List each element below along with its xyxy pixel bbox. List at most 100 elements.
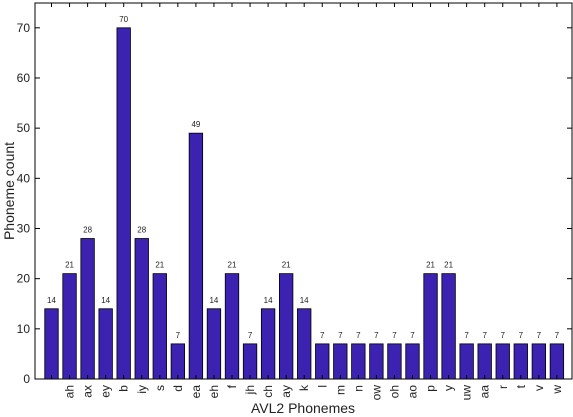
x-axis: ah ax ey b iy s d ea eh f jh ch ay k l m n ow oh ao p y uw aa r t… (51, 3, 564, 401)
bar (459, 343, 474, 380)
x-tick-label: ow (369, 385, 383, 401)
bar-value-label: 7 (519, 331, 524, 340)
bar (369, 343, 384, 380)
bar (116, 27, 131, 380)
bar-value-label: 21 (282, 261, 291, 270)
x-tick-label: ao (406, 385, 420, 399)
bar (62, 273, 77, 380)
bars (44, 27, 565, 380)
bar (513, 343, 528, 380)
x-tick-label: l (315, 385, 329, 388)
y-tick-label: 60 (17, 71, 31, 85)
x-tick-label: jh (243, 385, 257, 395)
y-axis: 0 10 20 30 40 50 60 70 (17, 21, 572, 386)
bar-value-label: 14 (47, 296, 56, 305)
y-tick-label: 50 (17, 121, 31, 135)
bar (260, 308, 276, 380)
y-tick-label: 10 (17, 322, 31, 336)
bar-value-label: 14 (209, 296, 218, 305)
bar-value-label: 7 (410, 331, 415, 340)
x-tick-label: ay (279, 385, 293, 398)
bar (80, 238, 95, 380)
bar (477, 343, 492, 380)
bar (441, 273, 456, 380)
x-tick-label: r (496, 385, 510, 389)
y-tick-label: 40 (17, 171, 31, 185)
bar-value-label: 21 (155, 261, 164, 270)
bar-value-label: 7 (555, 331, 560, 340)
x-tick-label: f (225, 384, 239, 388)
x-tick-label: uw (460, 385, 474, 401)
bar-value-label: 7 (338, 331, 343, 340)
bar (44, 308, 59, 380)
bar-value-label: 7 (464, 331, 469, 340)
y-tick-label: 20 (17, 272, 31, 286)
x-tick-label: ax (81, 385, 95, 398)
x-tick-label: n (351, 385, 365, 392)
x-tick-label: aa (478, 385, 492, 399)
bar (297, 308, 312, 380)
x-tick-label: v (532, 385, 546, 391)
bar (495, 343, 510, 380)
x-tick-label: ea (189, 385, 203, 399)
bar (423, 273, 438, 380)
bar (98, 308, 113, 380)
bar-value-label: 21 (228, 261, 237, 270)
x-tick-label: y (442, 385, 456, 391)
bar (188, 132, 204, 380)
x-tick-label: m (333, 385, 347, 395)
bar-value-label: 7 (392, 331, 397, 340)
y-tick-label: 0 (23, 372, 30, 386)
x-tick-label: iy (135, 385, 149, 394)
x-tick-label: s (153, 385, 167, 391)
y-axis-title: Phoneme count (1, 142, 17, 240)
bar (170, 343, 186, 380)
bar (387, 343, 402, 380)
bar-value-label: 21 (444, 261, 453, 270)
bar (206, 308, 222, 380)
bar-value-label: 7 (501, 331, 506, 340)
bar-value-label: 7 (537, 331, 542, 340)
bar (152, 273, 167, 380)
bar-value-label: 14 (300, 296, 309, 305)
x-tick-label: ch (261, 385, 275, 398)
bar-value-label: 7 (320, 331, 325, 340)
x-tick-label: t (514, 384, 528, 388)
bar-value-label: 28 (83, 226, 92, 235)
x-tick-label: p (424, 385, 438, 392)
bar-value-label: 14 (264, 296, 273, 305)
bar (278, 273, 294, 380)
x-tick-label: b (117, 385, 131, 392)
x-axis-title: AVL2 Phonemes (251, 400, 355, 416)
bar-value-label: 7 (482, 331, 487, 340)
bar-value-label: 21 (426, 261, 435, 270)
bar (405, 343, 420, 380)
bar-value-label: 28 (137, 226, 146, 235)
bar-value-label: 70 (119, 15, 128, 24)
bar (242, 343, 258, 380)
bar-value-label: 7 (248, 331, 253, 340)
x-tick-label: d (171, 385, 185, 392)
x-tick-label: ey (99, 385, 113, 398)
bar (224, 273, 240, 380)
bar-value-label: 49 (191, 120, 200, 129)
bar-value-label: 14 (101, 296, 110, 305)
data-labels: 14 21 28 14 70 28 21 7 49 14 21 7 14 21 14 7 7 7 7 7 7 21 21 7 7… (47, 15, 560, 340)
bar (315, 343, 330, 380)
bar (351, 343, 366, 380)
bar (134, 238, 149, 380)
x-tick-label: w (550, 385, 564, 395)
x-tick-label: ah (63, 385, 77, 398)
bar-value-label: 7 (176, 331, 181, 340)
bar-value-label: 7 (356, 331, 361, 340)
x-tick-label: oh (387, 385, 401, 398)
bar-value-label: 7 (374, 331, 379, 340)
bar-value-label: 21 (65, 261, 74, 270)
x-tick-label: k (297, 384, 311, 391)
x-tick-label: eh (207, 385, 221, 398)
bar (549, 343, 565, 380)
y-tick-label: 70 (17, 21, 31, 35)
bar (531, 343, 546, 380)
y-tick-label: 30 (17, 221, 31, 235)
